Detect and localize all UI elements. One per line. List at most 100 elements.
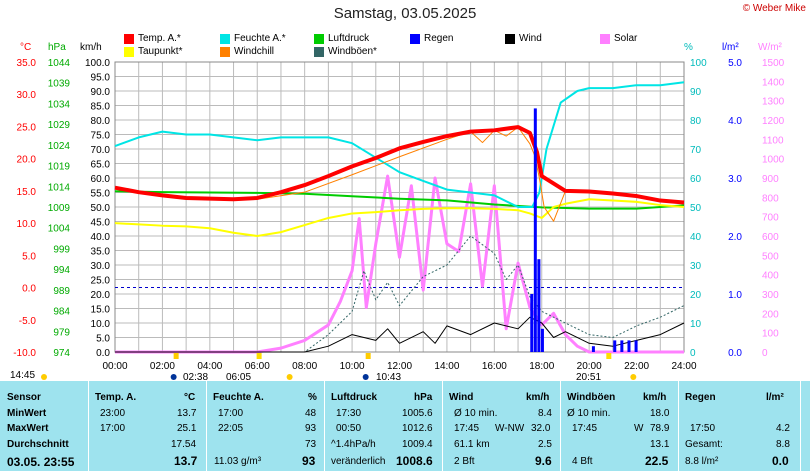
credit-label: © Weber Mike <box>742 3 806 14</box>
tick-x: 04:00 <box>197 361 222 372</box>
rain-sum: 8.8 l/m² <box>685 456 719 467</box>
tick-press: 1014 <box>48 182 71 193</box>
rain-last: 0.0 <box>772 454 789 468</box>
unit-rain: l/m² <box>722 42 739 53</box>
tick-hum: 80 <box>690 116 702 127</box>
press-avg: 1009.4 <box>402 439 433 450</box>
wind-max-value: 32.0 <box>531 423 551 434</box>
rain-bar <box>634 340 638 352</box>
sun-marker <box>365 353 371 359</box>
rain-total-label: Gesamt: <box>685 439 723 450</box>
tick-solar: 1200 <box>762 116 785 127</box>
gust-avg-value: 18.0 <box>650 408 670 419</box>
tick-wind: 45.0 <box>91 218 111 229</box>
series-line <box>114 81 685 208</box>
row-max: MaxWert <box>7 423 49 434</box>
tick-x: 20:00 <box>577 361 602 372</box>
tick-solar: 1000 <box>762 155 785 166</box>
tick-wind: 75.0 <box>91 131 111 142</box>
tick-x: 22:00 <box>624 361 649 372</box>
tick-temp: 30.0 <box>17 90 37 101</box>
hum-avg: 73 <box>305 439 317 450</box>
tick-wind: 25.0 <box>91 276 111 287</box>
tick-press: 1034 <box>48 99 71 110</box>
tick-solar: 400 <box>762 271 779 282</box>
unit-solar: W/m² <box>758 42 782 53</box>
tick-hum: 100 <box>690 58 707 69</box>
series-line <box>115 316 685 353</box>
tick-wind: 50.0 <box>91 203 111 214</box>
moon-icon <box>170 374 177 380</box>
tick-wind: 80.0 <box>91 116 111 127</box>
hdr-wind: Wind <box>449 392 474 403</box>
tick-press: 1024 <box>48 141 71 152</box>
series-line <box>114 198 685 237</box>
hdr-gust: Windböen <box>567 392 616 403</box>
hdr-rain: Regen <box>685 392 716 403</box>
legend-label: Feuchte A.* <box>234 33 286 44</box>
tick-solar: 700 <box>762 213 779 224</box>
wind-last: 9.6 <box>535 454 552 468</box>
legend-label: Taupunkt* <box>138 46 183 57</box>
gust-max-dir: W <box>634 423 644 434</box>
unit-wind: km/h <box>80 42 102 53</box>
tick-wind: 20.0 <box>91 290 111 301</box>
chart-title: Samstag, 03.05.2025 <box>333 5 477 22</box>
tick-temp: 15.0 <box>17 187 37 198</box>
series-line <box>114 125 685 205</box>
row-avg: Durchschnitt <box>7 439 69 450</box>
tick-temp: -5.0 <box>19 316 37 327</box>
tick-hum: 10 <box>690 319 702 330</box>
tick-temp: 5.0 <box>22 251 36 262</box>
tick-wind: 65.0 <box>91 160 111 171</box>
tick-temp: 10.0 <box>17 219 37 230</box>
temp-min-value: 13.7 <box>177 408 197 419</box>
legend-item: Windchill <box>220 46 274 57</box>
tick-temp: 25.0 <box>17 122 37 133</box>
legend-swatch <box>220 46 230 57</box>
rain-bar <box>591 346 595 352</box>
hum-max-value: 93 <box>305 423 317 434</box>
legend-label: Windböen* <box>328 46 377 57</box>
tick-hum: 0 <box>690 348 696 359</box>
series-line <box>115 235 685 353</box>
tick-solar: 100 <box>762 329 779 340</box>
hdr-hum-unit: % <box>308 392 317 403</box>
tick-press: 984 <box>53 307 70 318</box>
wind-day-avg: 2.5 <box>538 439 552 450</box>
legend-item: Wind <box>505 33 542 44</box>
press-last: 1008.6 <box>396 454 433 468</box>
tick-temp: 0.0 <box>22 284 36 295</box>
sunrise-time: 06:05 <box>226 372 252 383</box>
tick-rain: 0.0 <box>728 348 742 359</box>
tick-press: 974 <box>53 348 70 359</box>
tick-solar: 1100 <box>762 135 784 146</box>
sun-icon <box>286 374 293 380</box>
tick-wind: 5.0 <box>96 334 110 345</box>
tick-x: 12:00 <box>387 361 412 372</box>
gust-bft: 4 Bft <box>572 456 593 467</box>
tick-wind: 10.0 <box>91 319 111 330</box>
legend-label: Temp. A.* <box>138 33 181 44</box>
legend-label: Wind <box>519 33 542 44</box>
tick-x: 14:00 <box>434 361 459 372</box>
tick-temp: 20.0 <box>17 155 37 166</box>
tick-solar: 200 <box>762 309 779 320</box>
tick-press: 994 <box>53 265 70 276</box>
press-max-value: 1012.6 <box>402 423 433 434</box>
hum-min-time: 17:00 <box>218 408 244 419</box>
temp-max-value: 25.1 <box>177 423 197 434</box>
hum-max-time: 22:05 <box>218 423 244 434</box>
tick-temp: 35.0 <box>17 58 37 69</box>
tick-rain: 2.0 <box>728 232 742 243</box>
tick-press: 1039 <box>48 79 71 90</box>
sun-icon <box>41 374 47 380</box>
tick-hum: 60 <box>690 174 702 185</box>
tick-press: 989 <box>53 286 70 297</box>
tick-x: 16:00 <box>482 361 507 372</box>
tick-wind: 0.0 <box>96 348 110 359</box>
tick-wind: 30.0 <box>91 261 111 272</box>
tick-hum: 50 <box>690 203 702 214</box>
series-line <box>115 174 684 354</box>
tick-press: 1019 <box>48 162 71 173</box>
